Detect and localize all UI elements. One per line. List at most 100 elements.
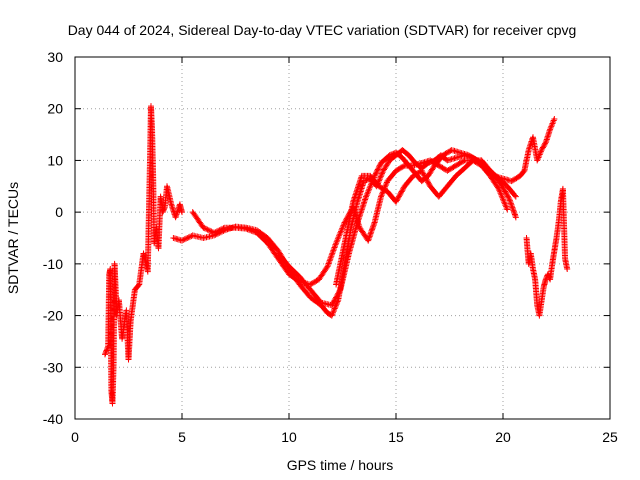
data-point-segment [144,215,152,275]
data-point [512,193,519,200]
y-tick-label: -30 [43,359,63,375]
data-point-segment [401,174,416,190]
data-point-segment [328,298,341,319]
data-point-segment [164,183,174,206]
series-track-main-3 [275,116,558,309]
x-tick-label: 20 [495,429,511,445]
series-track-early-1 [102,103,185,407]
x-tick-label: 25 [602,429,618,445]
data-point-segment [127,288,138,324]
data-point-segment [410,168,424,179]
data-point-segment [506,196,519,219]
data-point-segment [354,179,367,205]
data-point-segment [405,152,418,165]
data-point-segment [179,233,195,244]
data-point-segment [384,168,398,185]
data-point-segment [341,200,356,247]
data-point-segment [380,158,392,174]
y-tick-label: -10 [43,256,63,272]
x-tick-label: 15 [388,429,404,445]
data-point-segment [399,154,411,168]
data-point-segment [264,240,281,261]
chart-title: Day 044 of 2024, Sidereal Day-to-day VTE… [68,22,577,38]
data-point-segment [307,277,321,288]
data-point-segment [553,221,562,241]
y-tick-label: 0 [55,204,63,220]
data-point-segment [527,250,536,271]
data-point-segment [286,263,302,279]
data-point-segment [109,365,117,407]
data-point-segment [444,163,458,174]
data-point-segment [425,163,437,179]
data-point-segment [562,255,570,271]
data-point-segment [333,221,347,247]
data-point-segment [275,255,292,276]
data-point-segment [461,158,475,172]
data-point [512,214,519,221]
series-track-main-4 [333,157,519,288]
data-point-segment [399,147,411,158]
y-tick-label: 10 [47,152,63,168]
data-point-segment [316,264,330,283]
data-point-segment [371,195,384,226]
tick-layer: 0 5 10 15 20 25 -40 -30 -20 -10 0 10 20 30 [43,49,618,445]
x-tick-label: 0 [71,429,79,445]
data-point-segment [508,173,522,185]
data-point-segment [378,153,392,166]
data-point-segment [253,229,270,246]
data-point-segment [495,185,510,212]
x-tick-label: 5 [178,429,186,445]
data-point-segment [328,288,343,309]
data-point-segment [324,241,339,270]
data-point-segment [145,164,153,221]
data-point-segment [211,225,227,236]
data-point-segment [159,205,168,216]
data-point-segment [264,235,281,253]
data-point-segment [559,185,568,261]
data-point-segment [536,285,547,319]
data-point-segment [435,184,450,200]
data-point-segment [521,148,532,174]
data-point-segment [487,167,501,181]
data-point-segment [393,184,407,205]
series-track-late [523,185,571,319]
data-point-segment [371,161,384,179]
data-point-segment [375,183,390,194]
data-point-segment [487,172,501,191]
data-point-segment [296,273,313,292]
y-tick-label: -20 [43,308,63,324]
data-point-segment [189,209,206,230]
data-point-segment [547,262,555,283]
data-point-segment [337,252,352,293]
data-point-segment [418,167,433,188]
data-point-segment [102,344,111,358]
x-tick-label: 10 [281,429,297,445]
data-point-segment [350,174,365,205]
data-point-segment [551,236,560,254]
data-point-segment [149,126,157,178]
data-layer [102,103,571,407]
y-tick-label: -40 [43,411,63,427]
x-axis-label: GPS time / hours [287,457,394,473]
data-point-segment [534,148,544,164]
plot-frame [74,56,611,420]
data-point-segment [557,187,566,205]
series-track-main-2 [189,157,511,288]
data-point [504,206,511,213]
data-point-segment [502,188,512,201]
data-point-segment [517,168,527,179]
data-point-segment [125,319,134,363]
y-tick-label: 20 [47,101,63,117]
data-point-segment [452,166,467,179]
data-point [564,266,571,273]
data-point-segment [354,195,369,226]
data-point-segment [148,103,155,131]
data-point [551,116,558,123]
data-point-segment [547,117,557,133]
data-point-segment [452,158,467,169]
data-point-segment [530,266,538,281]
data-point [179,209,185,216]
data-point-segment [307,286,324,305]
y-tick-label: 30 [47,49,63,65]
